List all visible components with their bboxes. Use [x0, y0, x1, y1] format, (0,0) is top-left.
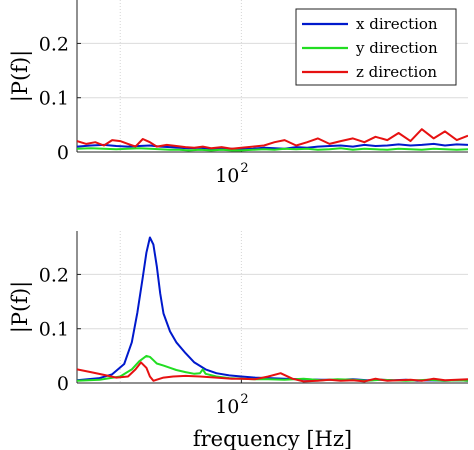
x-tick-exponent: 2 [240, 392, 248, 407]
series-group [77, 128, 468, 152]
y-tick-label: 0.1 [39, 88, 69, 110]
y-tick-label: 0 [57, 142, 69, 164]
legend-label: y direction [355, 39, 438, 57]
z-direction-line [77, 361, 468, 383]
y-tick-label: 0 [57, 373, 69, 395]
y-axis-label: |P(f)| [8, 281, 33, 333]
bottom-panel: 0 0.1 0.2 10 2 |P(f)| frequency [Hz] [8, 231, 468, 450]
x-axis-label: frequency [Hz] [193, 427, 352, 450]
top-panel: 0 0.1 0.2 10 2 |P(f)| x direction y direction z … [8, 0, 468, 187]
legend-label: z direction [356, 63, 437, 81]
x-direction-line [77, 236, 468, 382]
y-axis-label: |P(f)| [8, 50, 33, 102]
y-tick-label: 0.2 [39, 33, 69, 55]
y-tick-label: 0.1 [39, 319, 69, 341]
legend: x direction y direction z direction [295, 8, 457, 86]
x-tick-label: 10 [215, 165, 239, 187]
z-direction-line [77, 128, 468, 150]
legend-label: x direction [356, 15, 438, 33]
x-direction-line [77, 142, 468, 151]
y-tick-label: 0.2 [39, 264, 69, 286]
series-group [77, 236, 468, 383]
x-tick-exponent: 2 [240, 161, 248, 176]
y-direction-line [77, 147, 468, 152]
x-tick-label: 10 [215, 396, 239, 418]
